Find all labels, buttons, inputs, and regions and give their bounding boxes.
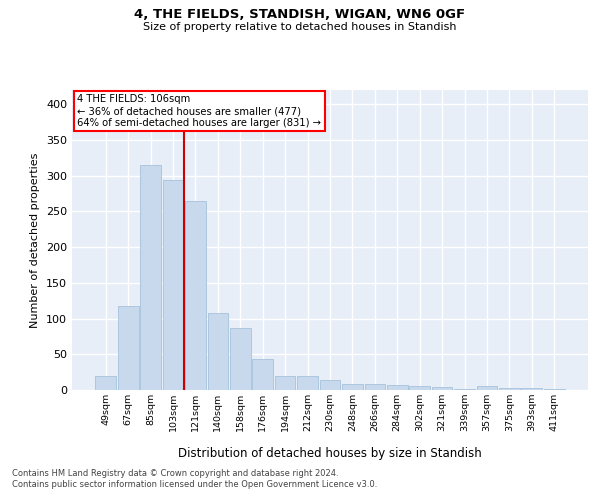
Bar (499, 388, 520, 390)
Bar (409, 386, 430, 390)
Y-axis label: Number of detached properties: Number of detached properties (31, 152, 40, 328)
Bar (476, 386, 497, 390)
Bar (544, 388, 565, 390)
Bar (275, 376, 295, 390)
Bar (342, 384, 363, 390)
Text: 4 THE FIELDS: 106sqm
← 36% of detached houses are smaller (477)
64% of semi-deta: 4 THE FIELDS: 106sqm ← 36% of detached h… (77, 94, 321, 128)
Bar (432, 387, 452, 390)
Bar (230, 328, 251, 390)
Bar (521, 388, 542, 390)
Bar (95, 376, 116, 390)
Bar (365, 384, 385, 390)
Text: Size of property relative to detached houses in Standish: Size of property relative to detached ho… (143, 22, 457, 32)
Bar (208, 313, 228, 390)
Bar (118, 306, 139, 390)
Text: Distribution of detached houses by size in Standish: Distribution of detached houses by size … (178, 448, 482, 460)
Text: Contains public sector information licensed under the Open Government Licence v3: Contains public sector information licen… (12, 480, 377, 489)
Bar (320, 380, 340, 390)
Bar (297, 376, 318, 390)
Bar (454, 388, 475, 390)
Bar (253, 360, 273, 390)
Text: 4, THE FIELDS, STANDISH, WIGAN, WN6 0GF: 4, THE FIELDS, STANDISH, WIGAN, WN6 0GF (134, 8, 466, 20)
Text: Contains HM Land Registry data © Crown copyright and database right 2024.: Contains HM Land Registry data © Crown c… (12, 468, 338, 477)
Bar (163, 180, 184, 390)
Bar (185, 200, 206, 390)
Bar (387, 385, 407, 390)
Bar (140, 165, 161, 390)
